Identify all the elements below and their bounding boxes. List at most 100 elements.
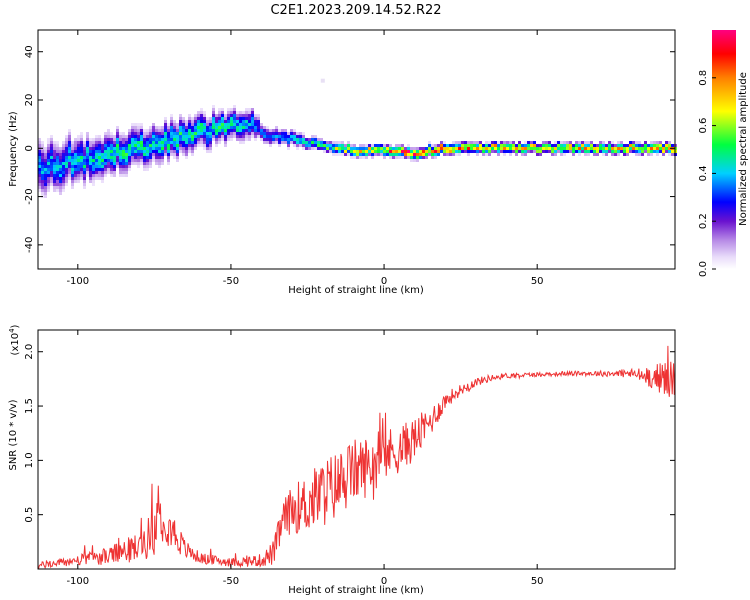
spectrogram-cell xyxy=(593,153,596,156)
spectrogram-cell xyxy=(83,150,86,153)
spectrogram-cell xyxy=(62,153,65,156)
spectrogram-cell xyxy=(170,138,173,141)
spectrogram-cell xyxy=(125,168,128,171)
spectrogram-cell xyxy=(62,159,65,162)
spectrogram-cell xyxy=(530,144,533,147)
spectrogram-cell xyxy=(569,144,572,147)
spectrogram-cell xyxy=(449,144,452,147)
spectrogram-cell xyxy=(137,138,140,141)
spectrogram-cell xyxy=(590,141,593,144)
spectrogram-cell xyxy=(209,147,212,150)
spectrogram-cell xyxy=(269,144,272,147)
spectrogram-cell xyxy=(362,153,365,156)
spectrogram-cell xyxy=(434,150,437,153)
spectrogram-cell xyxy=(158,138,161,141)
spectrogram-cell xyxy=(146,135,149,138)
spectrogram-cell xyxy=(146,162,149,165)
spectrogram-cell xyxy=(155,147,158,150)
spectrogram-cell xyxy=(626,153,629,156)
spectrogram-x-ticks: -100 -50 0 50 xyxy=(66,30,544,287)
spectrogram-cell xyxy=(50,183,53,186)
spectrogram-cell xyxy=(38,165,41,168)
spectrogram-cell xyxy=(287,138,290,141)
spectrogram-cell xyxy=(44,156,47,159)
snr-y-multiplier-base: (x10 xyxy=(10,333,21,356)
spectrogram-cell xyxy=(227,126,230,129)
spectrogram-cell xyxy=(203,120,206,123)
spectrogram-cell xyxy=(59,159,62,162)
spectrogram-cell xyxy=(146,129,149,132)
spectrogram-cell xyxy=(620,141,623,144)
spectrogram-cell xyxy=(59,156,62,159)
spectrogram-cell xyxy=(215,120,218,123)
spectrogram-cell xyxy=(113,156,116,159)
spectrogram-cell xyxy=(425,147,428,150)
spectrogram-cell xyxy=(320,147,323,150)
spectrogram-cell xyxy=(404,150,407,153)
spectrogram-cell xyxy=(326,150,329,153)
spectrogram-cell xyxy=(167,129,170,132)
snr-y-tick-label: 1.5 xyxy=(24,398,35,414)
spectrogram-cell xyxy=(122,150,125,153)
spectrogram-cell xyxy=(110,165,113,168)
spectrogram-cell xyxy=(431,147,434,150)
spectrogram-cell xyxy=(176,159,179,162)
spectrogram-cell xyxy=(254,129,257,132)
spectrogram-cell xyxy=(164,126,167,129)
spectrogram-cell xyxy=(266,138,269,141)
spectrogram-cell xyxy=(536,147,539,150)
spectrogram-cell xyxy=(296,135,299,138)
spectrogram-cell xyxy=(581,150,584,153)
spectrogram-cell xyxy=(77,141,80,144)
colorbar-tick-label: 0.0 xyxy=(698,261,709,277)
spectrogram-cell xyxy=(173,147,176,150)
spectrogram-cell xyxy=(314,147,317,150)
spectrogram-cell xyxy=(191,144,194,147)
spectrogram-cell xyxy=(467,150,470,153)
spectrogram-cell xyxy=(149,138,152,141)
spectrogram-cell xyxy=(617,153,620,156)
spectrogram-cell xyxy=(47,180,50,183)
spectrogram-cell xyxy=(668,141,671,144)
spectrogram-cell xyxy=(161,150,164,153)
spectrogram-cell xyxy=(182,150,185,153)
spectrogram-cell xyxy=(545,141,548,144)
spectrogram-cell xyxy=(599,150,602,153)
spectrogram-cell xyxy=(287,132,290,135)
spectrogram-cell xyxy=(629,147,632,150)
spectrogram-cell xyxy=(65,153,68,156)
spectrogram-cell xyxy=(242,111,245,114)
spectrogram-cell xyxy=(98,135,101,138)
snr-x-tick-label: -50 xyxy=(223,576,239,587)
spectrogram-cell xyxy=(110,171,113,174)
spectrogram-cell xyxy=(389,153,392,156)
spectrogram-cell xyxy=(47,177,50,180)
spectrogram-cell xyxy=(167,141,170,144)
spectrogram-cell xyxy=(176,141,179,144)
spectrogram-cell xyxy=(278,144,281,147)
spectrogram-cell xyxy=(83,174,86,177)
spectrogram-cell xyxy=(158,165,161,168)
spectrogram-cell xyxy=(305,147,308,150)
spectrogram-cell xyxy=(638,141,641,144)
spectrogram-cell xyxy=(494,141,497,144)
spectrogram-cell xyxy=(137,141,140,144)
spectrogram-cell xyxy=(158,141,161,144)
spectrogram-cell xyxy=(161,129,164,132)
spectrogram-cell xyxy=(50,153,53,156)
spectrogram-cell xyxy=(167,123,170,126)
spectrogram-cell xyxy=(545,144,548,147)
spectrogram-cell xyxy=(104,153,107,156)
spectrogram-cell xyxy=(134,129,137,132)
spectrogram-cell xyxy=(218,120,221,123)
spectrogram-cell xyxy=(80,165,83,168)
spectrogram-cell xyxy=(365,150,368,153)
spectrogram-cell xyxy=(89,168,92,171)
spectrogram-cell xyxy=(344,150,347,153)
spectrogram-cell xyxy=(641,150,644,153)
spectrogram-cell xyxy=(119,147,122,150)
spectrogram-cell xyxy=(290,132,293,135)
spectrogram-cell xyxy=(71,177,74,180)
spectrogram-cell xyxy=(137,144,140,147)
spectrogram-cell xyxy=(614,150,617,153)
